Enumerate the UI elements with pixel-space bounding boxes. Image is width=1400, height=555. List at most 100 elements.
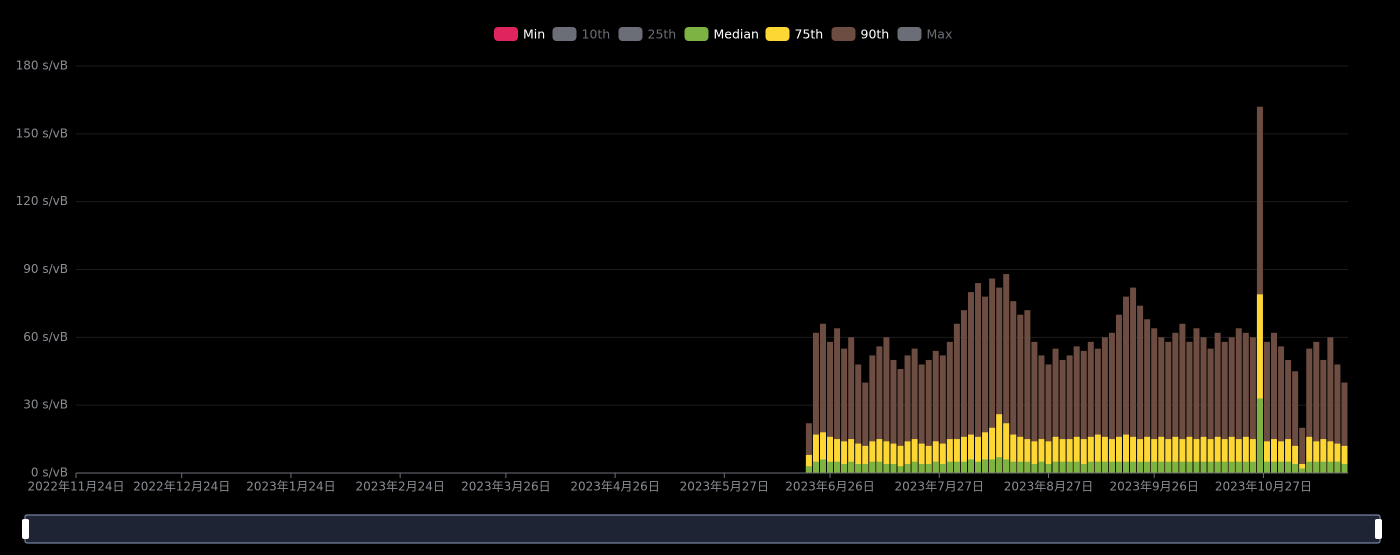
bar xyxy=(869,441,876,473)
bar xyxy=(1080,350,1087,473)
bar xyxy=(932,461,939,473)
legend-item[interactable]: 90th xyxy=(831,27,890,42)
bar xyxy=(1341,445,1348,473)
bar xyxy=(1292,445,1299,473)
bar xyxy=(855,463,862,473)
x-tick-label: 2023年5月27日 xyxy=(680,480,769,494)
bar xyxy=(960,310,967,473)
slider-handle[interactable] xyxy=(22,519,29,539)
bar xyxy=(1320,439,1327,473)
bar xyxy=(848,439,855,473)
x-tick-label: 2023年9月26日 xyxy=(1109,480,1198,494)
legend-label: Median xyxy=(714,27,759,42)
bar xyxy=(848,337,855,473)
bar xyxy=(869,461,876,473)
bar xyxy=(883,441,890,473)
bar xyxy=(1101,337,1108,473)
bar xyxy=(1334,461,1341,473)
bar xyxy=(1165,461,1172,473)
bar xyxy=(967,292,974,473)
bar xyxy=(1320,359,1327,473)
bar xyxy=(834,461,841,473)
bar xyxy=(1094,348,1101,473)
legend-swatch xyxy=(684,27,709,41)
legend-item[interactable]: Median xyxy=(684,27,759,42)
slider-track[interactable] xyxy=(24,514,1381,544)
bar xyxy=(1263,341,1270,473)
y-tick-label: 150 s/vB xyxy=(16,126,68,140)
bar xyxy=(946,341,953,473)
bar xyxy=(1059,359,1066,473)
bar xyxy=(1306,348,1313,473)
bar xyxy=(953,439,960,473)
bar xyxy=(960,436,967,473)
bar xyxy=(982,432,989,473)
bar xyxy=(1094,434,1101,473)
bar xyxy=(1059,439,1066,473)
bar xyxy=(1179,461,1186,473)
bar xyxy=(890,359,897,473)
legend-item[interactable]: 10th xyxy=(552,27,611,42)
y-tick-label: 180 s/vB xyxy=(16,59,68,73)
bar xyxy=(1193,439,1200,473)
legend-label: 90th xyxy=(861,27,890,42)
zoom-slider[interactable] xyxy=(22,514,1382,544)
bar xyxy=(1306,436,1313,473)
bar xyxy=(1010,301,1017,473)
bar xyxy=(996,287,1003,473)
bar xyxy=(1172,332,1179,473)
x-tick-label: 2023年7月27日 xyxy=(895,480,984,494)
legend-item[interactable]: 75th xyxy=(765,27,824,42)
bar xyxy=(819,432,826,473)
bar xyxy=(1271,332,1278,473)
legend-swatch xyxy=(618,27,643,41)
bar xyxy=(1299,468,1306,473)
bar xyxy=(1066,355,1073,473)
bar xyxy=(827,461,834,473)
bar xyxy=(1158,461,1165,473)
bar xyxy=(1285,439,1292,473)
bar xyxy=(1003,459,1010,473)
bar xyxy=(834,439,841,473)
bar xyxy=(1066,461,1073,473)
bar xyxy=(1327,337,1334,473)
bar xyxy=(911,439,918,473)
x-tick-label: 2023年2月24日 xyxy=(355,480,444,494)
bar xyxy=(869,355,876,473)
bar xyxy=(1137,439,1144,473)
bar xyxy=(897,466,904,473)
bar xyxy=(1045,463,1052,473)
bar xyxy=(1115,461,1122,473)
bar xyxy=(989,427,996,473)
bar xyxy=(841,441,848,473)
bar xyxy=(1313,341,1320,473)
bar xyxy=(960,461,967,473)
legend-item[interactable]: 25th xyxy=(618,27,677,42)
legend[interactable]: Min 10th 25th Median 75th 90th Max xyxy=(494,27,952,42)
bar xyxy=(982,459,989,473)
bar xyxy=(1151,328,1158,473)
bar xyxy=(1003,274,1010,473)
x-tick-label: 2023年10月27日 xyxy=(1215,480,1312,494)
bar xyxy=(1193,461,1200,473)
slider-handle[interactable] xyxy=(1375,519,1382,539)
y-tick-label: 60 s/vB xyxy=(23,330,68,344)
bar xyxy=(1010,461,1017,473)
bar xyxy=(975,461,982,473)
bar xyxy=(805,466,812,473)
bar xyxy=(834,328,841,473)
bar xyxy=(862,382,869,473)
bar xyxy=(890,443,897,473)
bar xyxy=(1073,346,1080,473)
bar xyxy=(1115,436,1122,473)
x-tick-label: 2023年3月26日 xyxy=(461,480,550,494)
bar xyxy=(1242,436,1249,473)
bar xyxy=(1031,341,1038,473)
bar xyxy=(1038,461,1045,473)
bar xyxy=(1334,364,1341,473)
bar xyxy=(1313,441,1320,473)
legend-item[interactable]: Max xyxy=(897,27,953,42)
bar xyxy=(1221,461,1228,473)
bar xyxy=(1228,436,1235,473)
legend-item[interactable]: Min xyxy=(494,27,545,42)
